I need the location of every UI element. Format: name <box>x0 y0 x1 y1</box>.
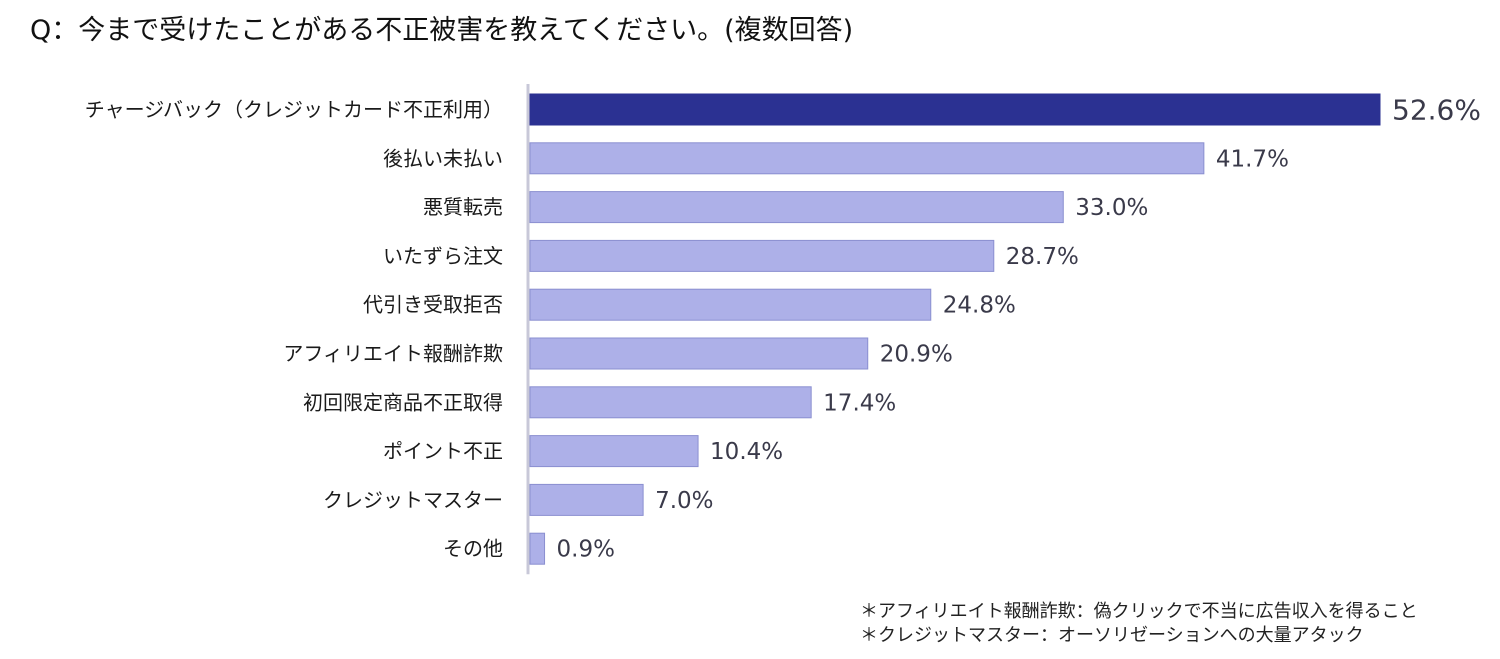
bar <box>529 191 1064 224</box>
bar <box>529 337 869 370</box>
category-label: チャージバック（クレジットカード不正利用） <box>85 98 503 122</box>
category-label: 初回限定商品不正取得 <box>303 390 503 414</box>
value-label: 7.0% <box>655 488 713 514</box>
bar <box>529 483 644 516</box>
category-label: 代引き受取拒否 <box>363 293 503 317</box>
value-label: 52.6% <box>1392 94 1481 127</box>
category-label: その他 <box>443 537 503 561</box>
category-label: アフィリエイト報酬詐欺 <box>283 342 503 366</box>
footnote-affiliate: ＊アフィリエイト報酬詐欺：偽クリックで不当に広告収入を得ること <box>860 601 1418 622</box>
value-label: 41.7% <box>1216 146 1289 172</box>
bar <box>529 239 995 272</box>
value-label: 33.0% <box>1075 195 1148 221</box>
value-label: 28.7% <box>1006 244 1079 270</box>
bar <box>529 288 932 321</box>
bar <box>529 142 1205 175</box>
category-label: 後払い未払い <box>383 146 503 170</box>
bar <box>529 386 812 419</box>
value-label: 0.9% <box>557 537 615 563</box>
bar <box>529 93 1381 126</box>
value-label: 17.4% <box>823 390 896 416</box>
value-label: 20.9% <box>880 342 953 368</box>
category-label: いたずら注文 <box>383 244 503 268</box>
category-label: 悪質転売 <box>423 195 503 219</box>
value-label: 24.8% <box>943 293 1016 319</box>
category-label: クレジットマスター <box>323 488 503 512</box>
footnotes: ＊アフィリエイト報酬詐欺：偽クリックで不当に広告収入を得ること ＊クレジットマス… <box>860 600 1418 648</box>
footnote-credit-master: ＊クレジットマスター：オーソリゼーションへの大量アタック <box>860 625 1364 646</box>
bar <box>529 532 546 565</box>
value-label: 10.4% <box>710 439 783 465</box>
category-label: ポイント不正 <box>383 439 503 463</box>
chart-title: Q：今まで受けたことがある不正被害を教えてください。(複数回答) <box>30 15 854 46</box>
bar <box>529 435 699 468</box>
